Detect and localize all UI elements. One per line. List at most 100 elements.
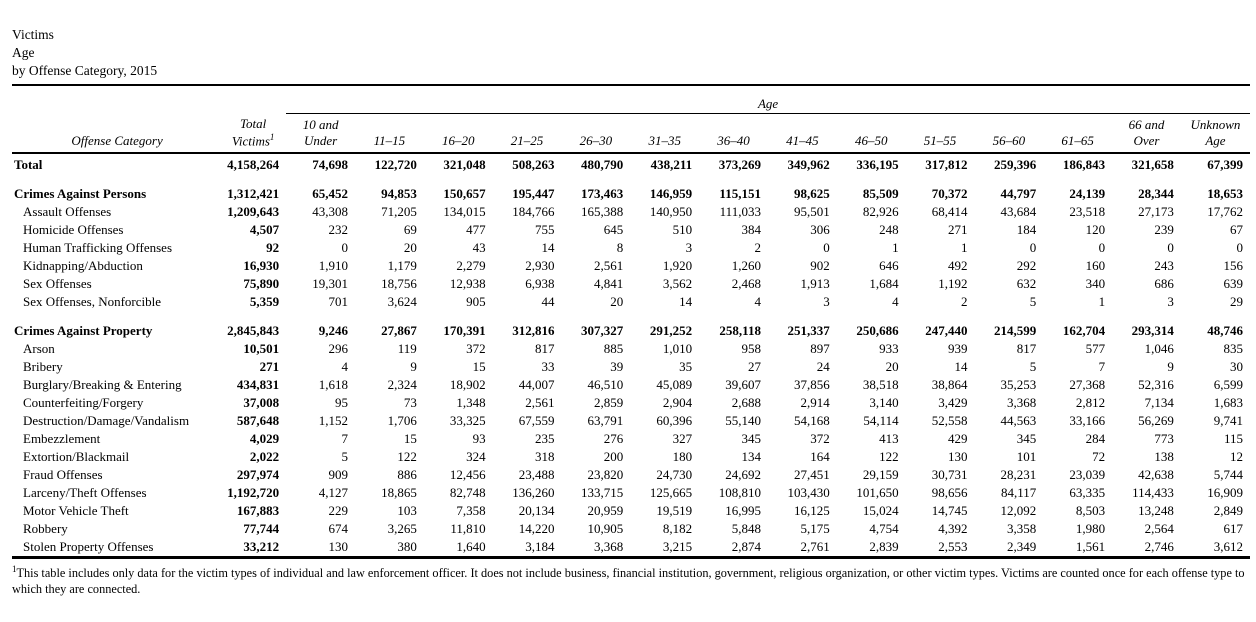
cell-age-6: 958 [741, 341, 761, 356]
cell-age-12: 52,316 [1138, 377, 1174, 392]
cell-age-12: 0 [1167, 240, 1174, 255]
cell-age-9: 3,429 [938, 395, 968, 410]
cell-age-4: 200 [603, 449, 624, 464]
cell-age-5: 180 [672, 449, 693, 464]
cell-age-1: 886 [397, 467, 417, 482]
cell-age-3: 67,559 [518, 413, 555, 428]
cell-age-12: 2,564 [1144, 521, 1174, 536]
cell-age-1: 9 [410, 359, 417, 374]
cell-age-13: 6,599 [1213, 377, 1243, 392]
age-spanner-header: Age [286, 93, 1250, 114]
cell-age-12: 243 [1154, 258, 1174, 273]
cell-age-3: 2,930 [525, 258, 555, 273]
cell-age-0: 43,308 [312, 204, 348, 219]
cell-age-10: 12,092 [1000, 503, 1037, 518]
cell-age-1: 122 [397, 449, 417, 464]
cell-age-4: 173,463 [581, 186, 624, 201]
row-label: Robbery [23, 521, 68, 536]
cell-age-8: 101,650 [856, 485, 899, 500]
cell-age-3: 33 [541, 359, 555, 374]
table-row-burglary-breaking-entering: Burglary/Breaking & Entering 434,831 1,618… [12, 376, 1250, 394]
cell-age-13: 17,762 [1207, 204, 1243, 219]
cell-age-12: 9 [1167, 359, 1174, 374]
cell-age-5: 19,519 [656, 503, 693, 518]
cell-age-6: 2 [754, 240, 761, 255]
cell-age-5: 35 [679, 359, 693, 374]
cell-age-3: 184,766 [512, 204, 555, 219]
cell-age-10: 184 [1016, 222, 1037, 237]
cell-age-6: 1,260 [731, 258, 761, 273]
cell-total-victims: 2,845,843 [227, 323, 280, 338]
cell-age-1: 119 [397, 341, 417, 356]
cell-total-victims: 5,359 [249, 294, 280, 309]
cell-age-13: 835 [1223, 341, 1244, 356]
cell-age-9: 2 [960, 294, 968, 309]
cell-age-5: 3,215 [662, 539, 693, 554]
cell-age-11: 120 [1085, 222, 1106, 237]
cell-age-12: 3 [1167, 294, 1174, 309]
cell-age-0: 65,452 [312, 186, 348, 201]
cell-age-5: 3 [685, 240, 693, 255]
cell-age-7: 251,337 [787, 323, 830, 338]
spacer-cell [12, 311, 1250, 322]
cell-age-4: 276 [603, 431, 624, 446]
cell-age-3: 136,260 [512, 485, 555, 500]
cell-age-13: 12 [1230, 449, 1243, 464]
footnote: 1This table includes only data for the v… [12, 559, 1250, 597]
cell-age-5: 140,950 [649, 204, 693, 219]
cell-age-4: 63,791 [587, 413, 624, 428]
cell-age-2: 2,279 [456, 258, 486, 273]
cell-age-7: 897 [810, 341, 830, 356]
cell-age-10: 44,797 [1000, 186, 1037, 201]
cell-age-0: 229 [328, 503, 348, 518]
cell-age-7: 16,125 [794, 503, 830, 518]
footnote-marker: 1 [12, 564, 17, 574]
cell-age-9: 38,864 [931, 377, 968, 392]
cell-age-4: 480,790 [581, 157, 624, 172]
cell-age-3: 6,938 [525, 276, 555, 291]
table-row-counterfeiting-forgery: Counterfeiting/Forgery 37,008 95 73 1,348 2,5… [12, 394, 1250, 412]
cell-age-13: 115 [1223, 431, 1243, 446]
cell-age-11: 577 [1085, 341, 1106, 356]
cell-age-9: 1,192 [938, 276, 968, 291]
column-header-age-3: 21–25 [492, 113, 562, 154]
cell-age-7: 0 [823, 240, 830, 255]
cell-age-10: 35,253 [1000, 377, 1037, 392]
cell-age-10: 44,563 [1000, 413, 1037, 428]
cell-age-1: 27,867 [381, 323, 417, 338]
cell-age-1: 1,706 [387, 413, 417, 428]
row-label: Kidnapping/Abduction [23, 258, 143, 273]
cell-age-3: 2,561 [525, 395, 555, 410]
cell-age-10: 292 [1016, 258, 1037, 273]
cell-total-victims: 167,883 [236, 503, 280, 518]
cell-age-12: 138 [1154, 449, 1174, 464]
cell-age-11: 7 [1098, 359, 1106, 374]
row-label: Arson [23, 341, 55, 356]
cell-age-10: 2,349 [1007, 539, 1037, 554]
cell-age-12: 13,248 [1138, 503, 1174, 518]
cell-age-4: 2,859 [594, 395, 624, 410]
cell-age-2: 33,325 [449, 413, 486, 428]
cell-total-victims: 587,648 [236, 413, 280, 428]
cell-age-2: 1,348 [456, 395, 486, 410]
cell-age-8: 29,159 [862, 467, 899, 482]
cell-age-13: 67,399 [1207, 157, 1243, 172]
cell-age-10: 214,599 [994, 323, 1037, 338]
cell-age-7: 306 [810, 222, 830, 237]
cell-age-9: 4,392 [938, 521, 968, 536]
row-label: Destruction/Damage/Vandalism [23, 413, 190, 428]
cell-age-8: 933 [879, 341, 899, 356]
title-block: Victims Age by Offense Category, 2015 [12, 26, 1248, 80]
table-row-extortion-blackmail: Extortion/Blackmail 2,022 5 122 324 318 200 180… [12, 448, 1250, 466]
row-label: Burglary/Breaking & Entering [23, 377, 182, 392]
cell-age-5: 510 [672, 222, 693, 237]
cell-age-8: 1,684 [869, 276, 899, 291]
column-header-age-13: Unknown Age [1180, 113, 1250, 154]
cell-age-8: 54,114 [863, 413, 899, 428]
cell-age-2: 372 [466, 341, 486, 356]
row-label: Assault Offenses [23, 204, 112, 219]
cell-age-1: 73 [403, 395, 417, 410]
cell-age-5: 2,904 [662, 395, 693, 410]
cell-age-2: 18,902 [449, 377, 486, 392]
cell-age-2: 43 [472, 240, 486, 255]
